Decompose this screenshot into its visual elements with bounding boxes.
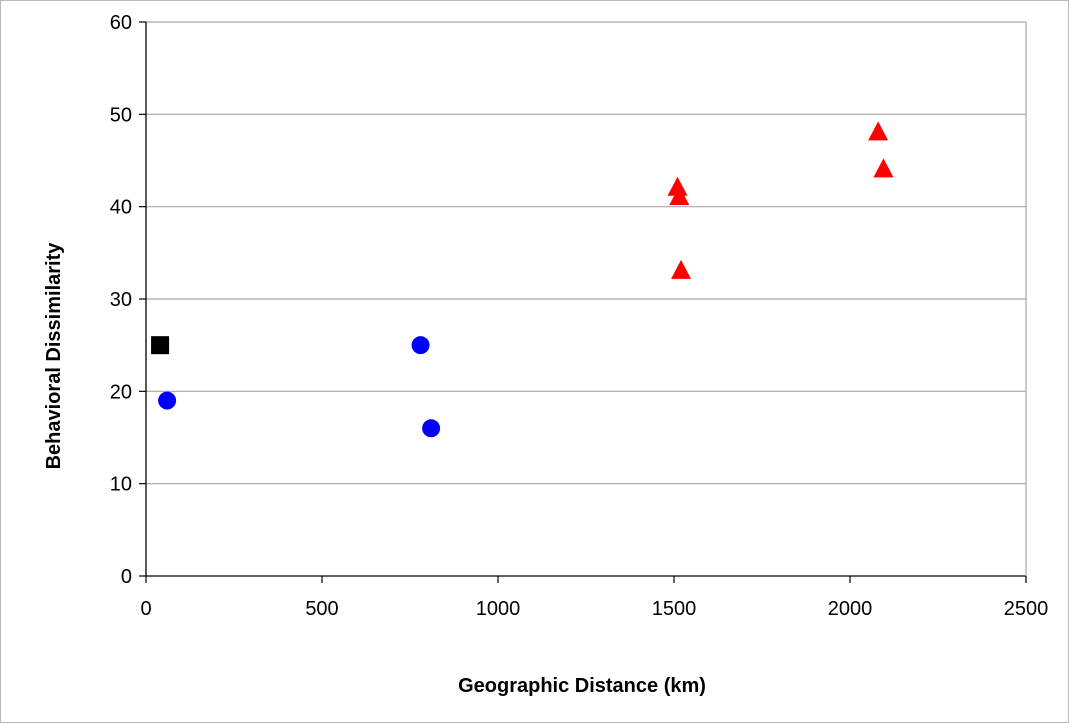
data-point-triangle (667, 176, 688, 196)
gridlines (146, 21, 1026, 485)
data-point-circle (411, 336, 430, 355)
y-axis-title: Behavioral Dissimilarity (43, 242, 65, 470)
x-tick-label: 2000 (828, 598, 873, 620)
data-point-triangle (671, 259, 692, 279)
axes (139, 21, 1027, 583)
y-tick-label: 40 (110, 197, 132, 219)
x-tick-label: 2500 (1004, 598, 1049, 620)
data-point-triangle (868, 121, 889, 141)
y-tick-label: 30 (110, 289, 132, 311)
y-tick-label: 50 (110, 104, 132, 126)
y-tick-label: 10 (110, 474, 132, 496)
data-point-triangle (669, 186, 690, 206)
x-tick-label: 0 (140, 598, 151, 620)
data-point-triangle (873, 158, 894, 178)
y-tick-label: 60 (110, 12, 132, 34)
x-axis-title: Geographic Distance (km) (458, 675, 706, 697)
data-point-circle (158, 391, 177, 410)
x-tick-label: 500 (305, 598, 338, 620)
tick-labels: 0 10 20 30 40 50 60 0 500 1000 1500 2000 2500 (110, 12, 1049, 620)
data-point-square (151, 336, 170, 355)
y-tick-label: 20 (110, 381, 132, 403)
y-tick-label: 0 (121, 566, 132, 588)
x-tick-label: 1500 (652, 598, 697, 620)
data-point-circle (422, 419, 441, 438)
x-tick-label: 1000 (476, 598, 521, 620)
data-points (151, 121, 894, 438)
